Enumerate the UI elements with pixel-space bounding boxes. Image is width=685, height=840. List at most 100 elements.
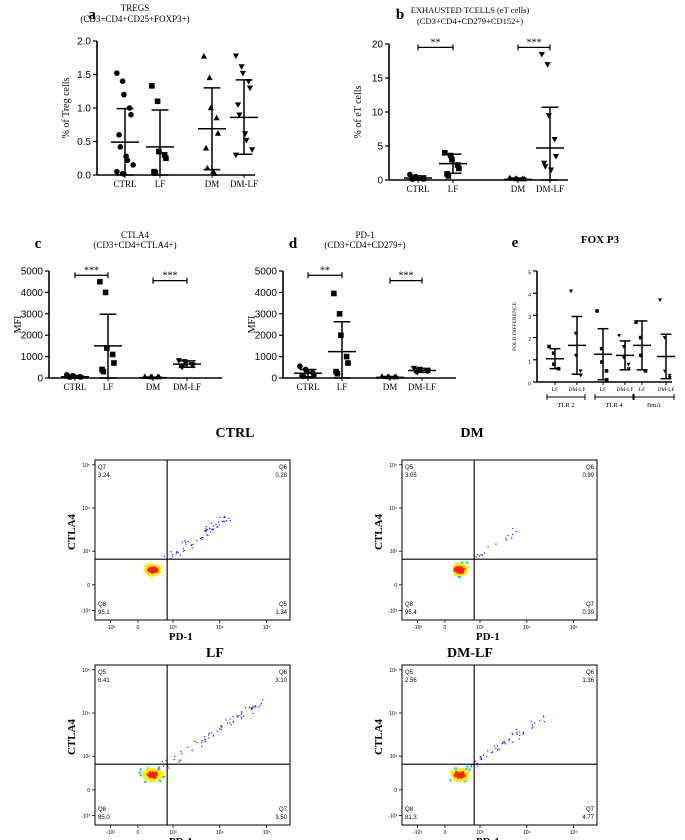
density-dot [515, 530, 517, 533]
density-dot [139, 768, 142, 771]
density-dot [143, 569, 146, 572]
density-dot [138, 771, 141, 774]
quadrant-value: 95.4 [405, 610, 417, 616]
density-dot [196, 741, 198, 743]
density-dot [220, 725, 222, 727]
density-dot [207, 534, 209, 537]
density-dot [152, 569, 155, 572]
density-dot [221, 521, 224, 523]
density-dot [460, 768, 463, 771]
density-dot [457, 575, 461, 579]
data-point [334, 370, 341, 377]
quadrant-name: Q6 [586, 465, 595, 471]
data-point [626, 367, 631, 371]
density-dot [209, 528, 211, 530]
density-dot [144, 568, 147, 571]
density-dot [466, 777, 469, 780]
density-dot [453, 567, 457, 570]
flow-plot-frame [401, 459, 598, 621]
density-dot [511, 537, 513, 539]
density-dot [459, 775, 462, 778]
density-dot [479, 756, 481, 758]
data-point [124, 157, 131, 164]
density-dot [228, 517, 230, 519]
error-bar [568, 315, 586, 375]
density-dot [478, 555, 481, 557]
flow-plot-3: DM-LF Q5 2.56 Q6 1.36 Q8 81.3 Q7 4.77 -10³ 0 10³ 10⁴… [373, 646, 598, 840]
y-tick-label: 3000 [21, 309, 44, 320]
y-tick-label: 10³ [83, 754, 91, 760]
x-tick-label: DM-LF [657, 387, 674, 393]
density-dot [455, 771, 458, 774]
y-axis-label: MFI [247, 316, 258, 334]
y-tick-label: 10⁵ [82, 463, 90, 469]
flow-plot-frame [401, 664, 598, 826]
quadrant-value: 0.99 [582, 473, 594, 479]
density-dot [453, 771, 456, 775]
density-dot [456, 772, 459, 776]
density-dot [480, 756, 482, 758]
data-point [447, 152, 454, 159]
error-bar [633, 320, 651, 371]
density-dot [201, 745, 203, 747]
density-dot [531, 727, 533, 729]
y-tick-label: 10³ [83, 549, 91, 555]
density-dot [542, 715, 545, 717]
error-bar [328, 320, 356, 379]
density-dot [229, 519, 231, 522]
density-dot [153, 567, 156, 570]
density-dot [250, 707, 252, 709]
density-dot [466, 770, 469, 773]
data-point [538, 51, 545, 58]
density-dot [543, 720, 545, 723]
density-dot [458, 571, 461, 574]
density-dot [151, 769, 154, 772]
data-point [236, 112, 243, 119]
flow-density-cloud [138, 699, 264, 784]
y-axis-label: CTLA4 [373, 513, 385, 550]
series-1 [331, 290, 351, 377]
density-dot [502, 742, 504, 744]
density-dot [462, 572, 465, 576]
quadrant-name: Q6 [586, 670, 595, 676]
density-dot [151, 567, 154, 570]
x-tick-label: 10⁵ [570, 830, 578, 836]
quadrant-value: 3.10 [275, 678, 287, 684]
data-point [130, 162, 136, 168]
group-label: BmA [647, 402, 661, 409]
x-tick-label: CTRL [296, 382, 319, 392]
density-dot [148, 771, 152, 774]
x-tick-label: 10³ [476, 625, 484, 631]
quadrant-name: Q8 [98, 807, 107, 813]
density-dot [463, 778, 466, 781]
y-tick-label: 5 [377, 142, 383, 153]
density-dot [209, 531, 212, 533]
error-bar [408, 367, 436, 374]
data-point [128, 111, 134, 118]
quadrant-name: Q8 [98, 602, 107, 608]
density-dot [155, 775, 158, 778]
density-dot [180, 751, 182, 753]
density-dot [460, 569, 463, 572]
y-tick-label: 4000 [255, 288, 278, 299]
density-dot [495, 543, 497, 545]
density-dot [456, 563, 459, 566]
error-bar [61, 375, 89, 379]
density-dot [233, 720, 235, 723]
y-tick-label: 10⁴ [82, 506, 90, 512]
density-dot [202, 537, 204, 539]
x-tick-label: DM-LF [173, 382, 201, 392]
error-bar [616, 340, 634, 371]
y-tick-label: 10 [372, 108, 384, 119]
flow-plot-title: CTRL [216, 426, 255, 441]
density-dot [150, 780, 153, 783]
density-dot [139, 774, 142, 777]
density-dot [481, 554, 483, 556]
y-tick-label: 0 [87, 583, 90, 589]
density-dot [145, 775, 148, 778]
data-point [638, 335, 643, 340]
density-dot [211, 529, 213, 531]
series-3 [617, 333, 631, 371]
y-tick-label: 15 [372, 74, 384, 85]
x-tick-label: 0 [137, 625, 140, 631]
